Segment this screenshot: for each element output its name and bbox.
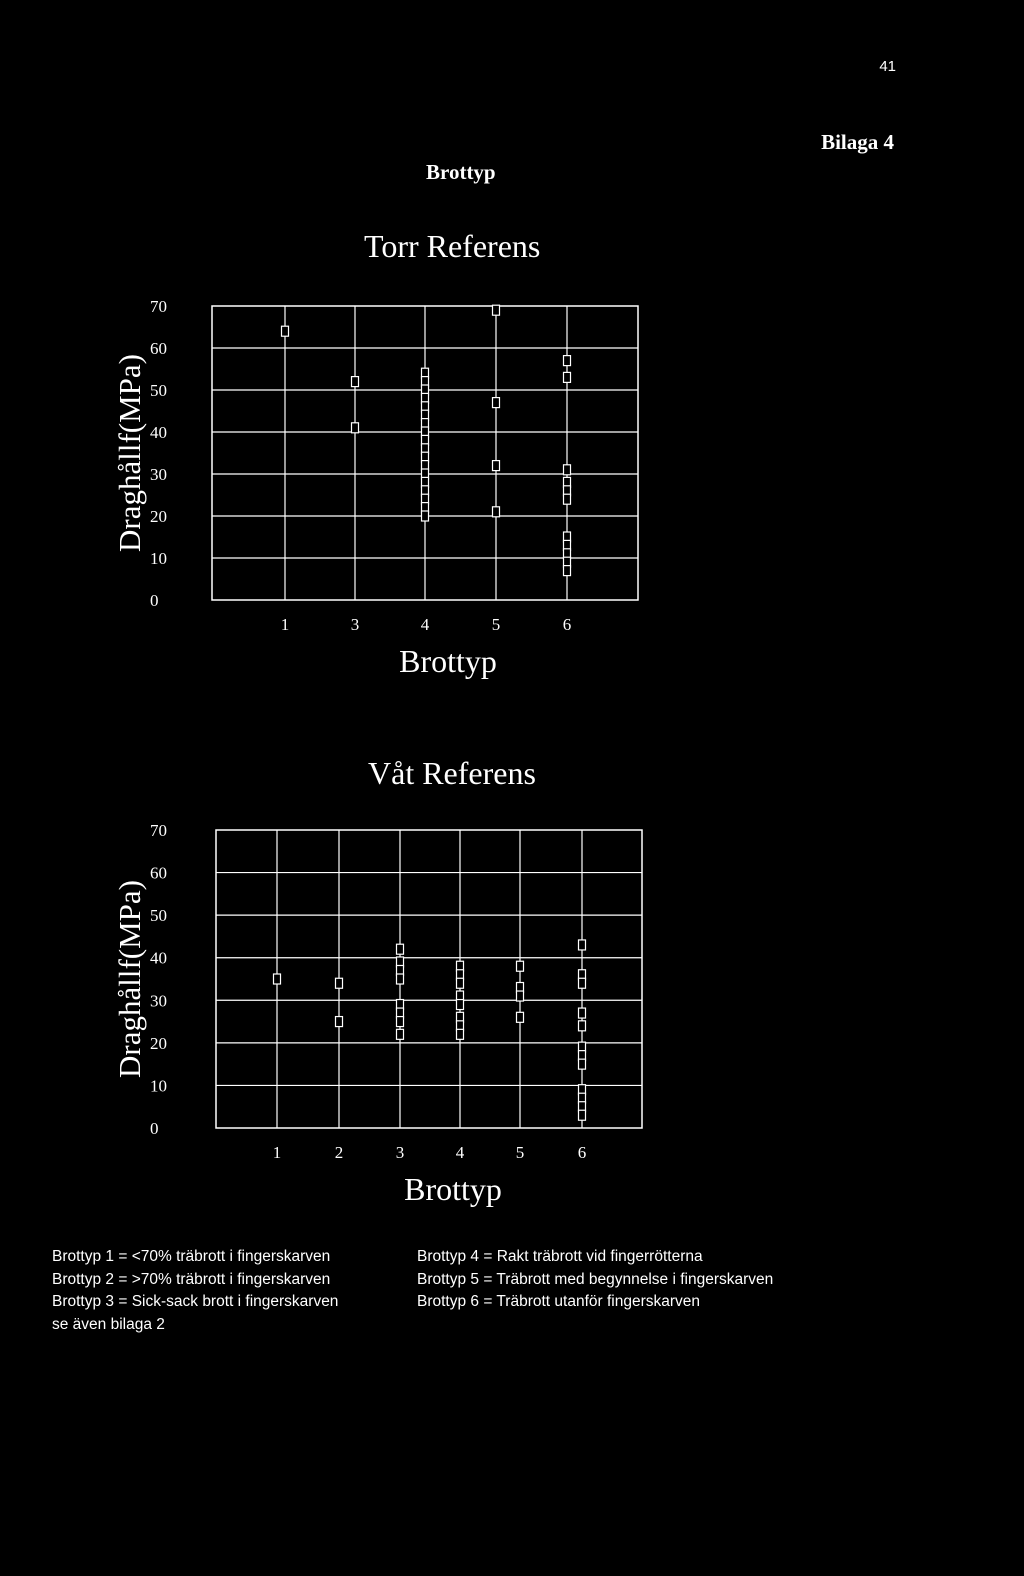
x-axis-title: Brottyp [399, 643, 497, 679]
data-point [491, 396, 501, 409]
chart-vat-referens: 0 10 20 30 40 50 60 70 1 2 3 4 5 6 Brottyp Draghållf(MP… [112, 821, 643, 1207]
legend-line: Brottyp 6 = Träbrott utanför fingerskarv… [417, 1293, 701, 1310]
data-point [577, 977, 587, 989]
x-tick-label: 1 [273, 1143, 282, 1162]
legend-line: Brottyp 2 = >70% träbrott i fingerskarve… [52, 1270, 331, 1288]
data-point [395, 1015, 405, 1028]
y-tick-label: 0 [150, 591, 159, 610]
y-tick-label: 20 [150, 1034, 167, 1053]
y-tick-label: 20 [150, 507, 167, 526]
x-tick-label: 2 [335, 1143, 344, 1162]
data-point [491, 304, 501, 316]
data-point [515, 960, 525, 972]
y-tick-label: 60 [150, 339, 167, 358]
y-tick-label: 30 [150, 991, 167, 1010]
data-point [562, 565, 572, 577]
legend-line: Brottyp 3 = Sick-sack brott i fingerskar… [52, 1293, 339, 1310]
data-point [334, 1015, 344, 1028]
legend-note: se även bilaga 2 [52, 1315, 165, 1333]
data-point [395, 1028, 405, 1040]
legend-line: Brottyp 1 = <70% träbrott i fingerskarve… [52, 1248, 331, 1265]
y-tick-label: 40 [150, 949, 167, 968]
legend-right: Brottyp 4 = Rakt träbrott vid fingerrött… [417, 1246, 773, 1314]
data-point [577, 1020, 587, 1032]
x-tick-label: 5 [516, 1143, 525, 1162]
data-point [395, 973, 405, 985]
x-tick-label: 1 [281, 615, 290, 634]
data-point [420, 510, 430, 522]
y-axis-title: Draghållf(MPa) [112, 354, 147, 552]
y-tick-label: 30 [150, 465, 167, 484]
data-point [280, 325, 290, 337]
y-tick-label: 70 [150, 297, 167, 316]
x-tick-label: 6 [563, 615, 572, 634]
data-point [577, 1109, 587, 1121]
data-point [562, 493, 572, 505]
data-point [455, 1028, 465, 1040]
legend-left: Brottyp 1 = <70% träbrott i fingerskarve… [52, 1246, 338, 1336]
data-point [577, 1007, 587, 1019]
data-point [515, 990, 525, 1002]
data-point [515, 1011, 525, 1023]
y-tick-label: 10 [150, 549, 167, 568]
page-heading: Brottyp [426, 160, 496, 184]
chart-title-vat: Våt Referens [368, 755, 536, 791]
x-axis-title: Brottyp [404, 1171, 502, 1207]
y-tick-label: 40 [150, 423, 167, 442]
appendix-label: Bilaga 4 [821, 130, 894, 154]
data-point [577, 939, 587, 951]
data-point [455, 998, 465, 1011]
y-tick-label: 70 [150, 821, 167, 840]
data-point [395, 943, 405, 955]
data-point [455, 977, 465, 989]
data-point [562, 464, 572, 476]
y-tick-label: 0 [150, 1119, 159, 1138]
y-tick-label: 60 [150, 864, 167, 883]
data-point [491, 460, 501, 472]
x-tick-label: 4 [421, 615, 430, 634]
data-point [350, 422, 360, 434]
x-tick-label: 5 [492, 615, 501, 634]
y-tick-label: 10 [150, 1076, 167, 1095]
legend-line: Brottyp 5 = Träbrott med begynnelse i fi… [417, 1270, 774, 1288]
x-tick-label: 4 [456, 1143, 465, 1162]
data-point [562, 354, 572, 367]
page-number: 41 [879, 58, 896, 75]
y-axis-title: Draghållf(MPa) [112, 880, 147, 1078]
data-point [350, 375, 360, 388]
x-tick-label: 3 [351, 615, 360, 634]
chart-torr-referens: 0 10 20 30 40 50 60 70 1 3 4 5 6 Brottyp Draghållf(MPa… [112, 297, 639, 679]
data-point [334, 977, 344, 989]
data-point [491, 506, 501, 518]
x-tick-label: 3 [396, 1143, 405, 1162]
data-point [562, 371, 572, 384]
data-point [272, 973, 282, 985]
chart-title-torr: Torr Referens [364, 228, 541, 264]
data-point [577, 1058, 587, 1070]
plot-frame [215, 829, 643, 1129]
y-tick-label: 50 [150, 381, 167, 400]
x-tick-label: 6 [578, 1143, 587, 1162]
legend-line: Brottyp 4 = Rakt träbrott vid fingerrött… [417, 1248, 703, 1265]
y-tick-label: 50 [150, 906, 167, 925]
